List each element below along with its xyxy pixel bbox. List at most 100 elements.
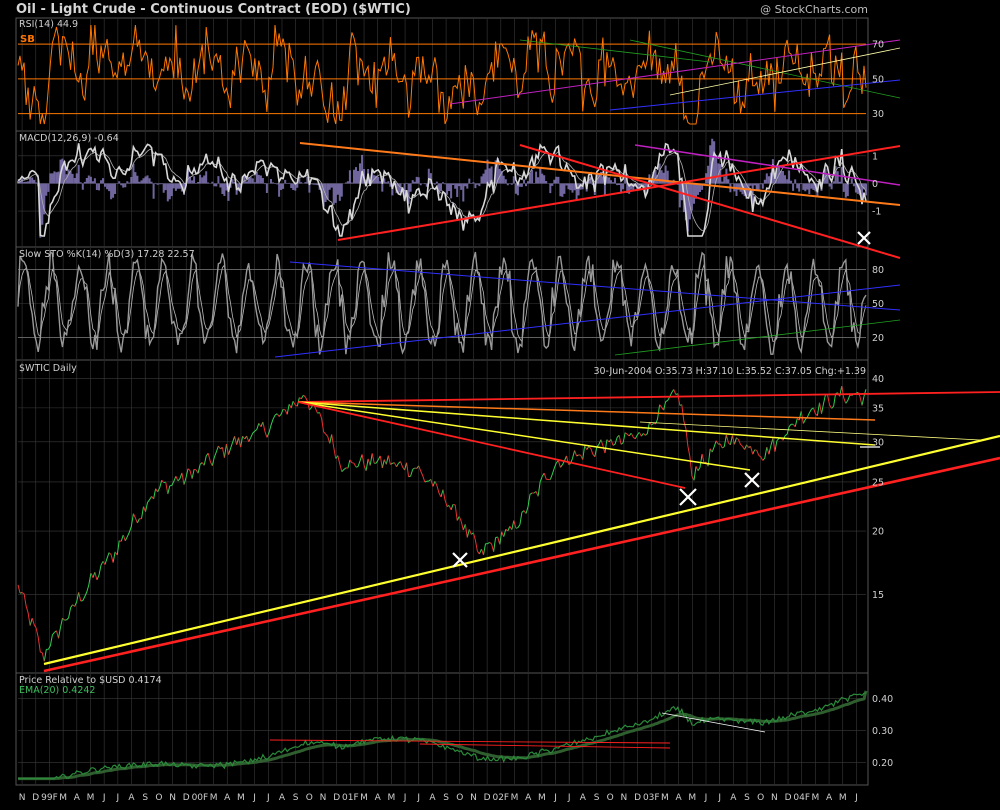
rsi-trendline [449, 39, 901, 105]
x-tick-label: O [607, 793, 614, 803]
x-tick-label: S [744, 793, 750, 803]
x-tick-label: M [87, 793, 95, 803]
price-support-line [43, 434, 1000, 666]
x-tick-label: J [717, 793, 721, 803]
x-tick-label: D [32, 793, 39, 803]
price-trendline [297, 401, 876, 446]
x-tick-label: J [116, 793, 120, 803]
rsi-tick-label: 70 [872, 40, 884, 51]
x-tick-label: O [306, 793, 313, 803]
x-tick-label: M [812, 793, 820, 803]
x-tick-label: J [854, 793, 858, 803]
rsi-tick-label: 50 [872, 74, 884, 85]
x-tick-label: S [594, 793, 600, 803]
price-quote: 30-Jun-2004 O:35.73 H:37.10 L:35.52 C:37… [593, 366, 866, 377]
x-tick-label: J [567, 793, 571, 803]
price-support-line [43, 456, 1000, 673]
ratio-trendline [661, 712, 766, 733]
x-tick-label: 04F [793, 793, 810, 803]
x-tick-label: A [580, 793, 587, 803]
price-trendline [297, 401, 876, 421]
macd-tick-label: 1 [872, 151, 878, 162]
x-tick-label: 00F [192, 793, 209, 803]
macd-panel-title: MACD(12,26,9) -0.64 [19, 133, 119, 144]
x-tick-label: S [443, 793, 449, 803]
x-tick-label: N [621, 793, 628, 803]
rsi-line [17, 24, 867, 125]
macd-trendline [634, 144, 901, 186]
x-tick-label: A [525, 793, 532, 803]
sto-trendline [274, 284, 901, 358]
x-tick-label: N [771, 793, 778, 803]
price-down-segments [17, 386, 863, 662]
ratio-tick-label: 0.30 [872, 726, 893, 737]
stockcharts-credit[interactable]: @ StockCharts.com [760, 3, 868, 16]
rsi-trendline [609, 79, 901, 111]
rsi-sb-badge: SB [20, 34, 35, 45]
x-tick-label: J [252, 793, 256, 803]
rsi-trendline [629, 39, 901, 99]
trendline-layer [43, 39, 1000, 749]
ratio-tick-label: 0.20 [872, 758, 893, 769]
x-tick-label: D [183, 793, 190, 803]
x-tick-label: 02F [492, 793, 509, 803]
macd-x-mark [857, 231, 871, 245]
price-trendline [639, 421, 981, 441]
x-tick-label: J [102, 793, 106, 803]
ratio-ema-line [18, 690, 868, 781]
x-tick-label: O [757, 793, 764, 803]
ratio-ema-label: EMA(20) 0.4242 [19, 685, 95, 696]
price-tick-label: 40 [872, 374, 884, 385]
price-trendline [297, 401, 686, 489]
x-tick-label: N [320, 793, 327, 803]
macd-trendline [299, 142, 901, 206]
x-tick-label: M [237, 793, 245, 803]
x-tick-label: A [279, 793, 286, 803]
x-tick-label: A [826, 793, 833, 803]
sto-d-line [17, 264, 867, 343]
x-tick-label: A [128, 793, 135, 803]
price-tick-label: 25 [872, 477, 884, 488]
x-tick-label: S [142, 793, 148, 803]
x-tick-label: J [553, 793, 557, 803]
x-tick-label: A [730, 793, 737, 803]
price-panel-title: $WTIC Daily [19, 363, 77, 374]
macd-tick-label: -1 [872, 207, 881, 218]
price-tick-label: 20 [872, 527, 884, 538]
rsi-panel-title: RSI(14) 44.9 [19, 19, 78, 30]
x-tick-label: A [429, 793, 436, 803]
x-tick-label: A [375, 793, 382, 803]
rsi-tick-label: 30 [872, 109, 884, 120]
sto-tick-label: 80 [872, 265, 884, 276]
x-tick-label: M [839, 793, 847, 803]
x-tick-label: A [74, 793, 81, 803]
price-x-mark [744, 472, 760, 488]
ratio-panel-title: Price Relative to $USD 0.4174 [19, 675, 162, 686]
x-tick-label: 03F [643, 793, 660, 803]
ratio-panel [15, 672, 869, 786]
chart-title: Oil - Light Crude - Continuous Contract … [16, 2, 411, 17]
x-tick-label: A [224, 793, 231, 803]
ratio-line [18, 692, 867, 780]
macd-trendline [337, 145, 901, 241]
x-tick-label: 99F [41, 793, 58, 803]
x-tick-label: A [676, 793, 683, 803]
price-tick-label: 30 [872, 437, 884, 448]
sto-trendline [289, 261, 901, 311]
rsi-trendline [519, 39, 711, 63]
price-x-mark [679, 488, 697, 506]
x-tick-label: M [360, 793, 368, 803]
x-axis: N D 99F M A M J J A S O N D 00F M A M J J A S O N D 01F M A M J J A S O N… [19, 793, 858, 803]
sto-k-line [17, 250, 867, 355]
x-tick-label: J [704, 793, 708, 803]
x-tick-label: M [388, 793, 396, 803]
x-tick-label: J [403, 793, 407, 803]
x-tick-label: D [634, 793, 641, 803]
rsi-trendline [669, 47, 901, 96]
x-tick-label: J [266, 793, 270, 803]
macd-tick-label: 0 [872, 179, 878, 190]
price-tick-label: 15 [872, 590, 884, 601]
ratio-trendline [419, 743, 671, 749]
x-tick-label: O [155, 793, 162, 803]
